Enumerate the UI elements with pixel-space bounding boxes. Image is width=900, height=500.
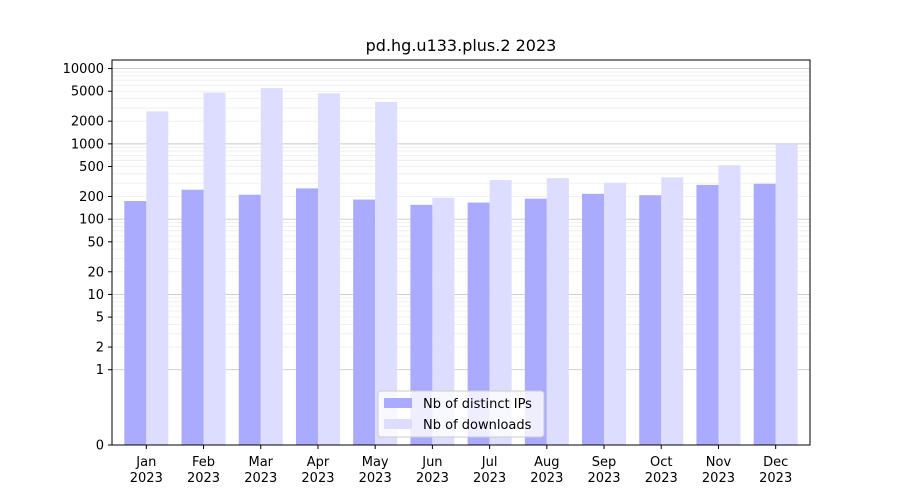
bar-downloads [604, 182, 627, 445]
bar-distinct-ips [524, 198, 547, 445]
y-tick-label: 500 [79, 160, 104, 175]
bar-distinct-ips [124, 201, 147, 445]
legend-swatch [384, 398, 412, 408]
x-tick-label: May 2023 [359, 455, 392, 486]
y-tick-label: 20 [87, 265, 104, 280]
bar-downloads [375, 101, 398, 446]
x-tick-label: Dec 2023 [759, 455, 792, 486]
y-tick-label: 100 [79, 213, 104, 228]
bar-downloads [489, 180, 512, 445]
x-tick-label: Nov 2023 [702, 455, 735, 486]
bar-downloads [718, 165, 741, 445]
bar-downloads [775, 144, 798, 445]
legend-swatch [384, 419, 412, 429]
bar-distinct-ips [410, 204, 433, 445]
y-axis: 0 1 2 5 10 20 50 100 200 500 1000 2000 5000 10000 [63, 62, 112, 454]
bar-downloads [260, 88, 283, 445]
minor-gridlines [112, 71, 810, 348]
y-tick-label: 2000 [71, 115, 104, 130]
x-tick-label: Sep 2023 [587, 455, 620, 486]
bar-distinct-ips [582, 193, 605, 445]
x-tick-label: Jul 2023 [473, 455, 506, 486]
y-tick-label: 200 [79, 190, 104, 205]
y-tick-label: 5000 [71, 85, 104, 100]
x-tick-label: Jun 2023 [416, 455, 449, 486]
y-tick-label: 5 [96, 311, 104, 326]
bar-downloads [432, 197, 455, 445]
bar-distinct-ips [639, 195, 662, 445]
x-axis: Jan 2023 Feb 2023 Mar 2023 Apr 2023 May 2023 Jun 20… [130, 445, 792, 486]
legend: Nb of distinct IPs Nb of downloads [377, 390, 545, 438]
bar-distinct-ips [295, 188, 318, 445]
bar-downloads [203, 92, 226, 445]
bar-downloads [661, 177, 684, 446]
y-tick-label: 10 [87, 288, 104, 303]
legend-label: Nb of downloads [423, 418, 532, 433]
major-gridlines [112, 68, 810, 371]
x-tick-label: Feb 2023 [187, 455, 220, 486]
y-tick-label: 10000 [63, 62, 104, 77]
x-tick-label: Jan 2023 [130, 455, 163, 486]
y-tick-label: 1 [96, 363, 104, 378]
bar-downloads [546, 178, 569, 445]
bar-distinct-ips [238, 194, 261, 445]
bar-distinct-ips [753, 183, 776, 445]
bar-distinct-ips [181, 189, 204, 445]
bar-downloads [146, 111, 169, 445]
chart-title: pd.hg.u133.plus.2 2023 [366, 36, 557, 55]
y-tick-label: 1000 [71, 137, 104, 152]
x-tick-label: Apr 2023 [301, 455, 334, 486]
plot-frame [111, 59, 811, 446]
y-tick-label: 50 [87, 235, 104, 250]
bar-downloads [317, 93, 340, 445]
legend-label: Nb of distinct IPs [423, 397, 532, 412]
y-tick-label: 2 [96, 341, 104, 356]
y-tick-label: 0 [96, 439, 104, 454]
bar-distinct-ips [467, 202, 490, 445]
bars [124, 88, 798, 446]
bar-distinct-ips [353, 199, 376, 445]
legend-box [377, 390, 545, 438]
bar-distinct-ips [696, 184, 719, 446]
x-tick-label: Oct 2023 [645, 455, 678, 486]
x-tick-label: Aug 2023 [530, 455, 563, 486]
x-tick-label: Mar 2023 [244, 455, 277, 486]
